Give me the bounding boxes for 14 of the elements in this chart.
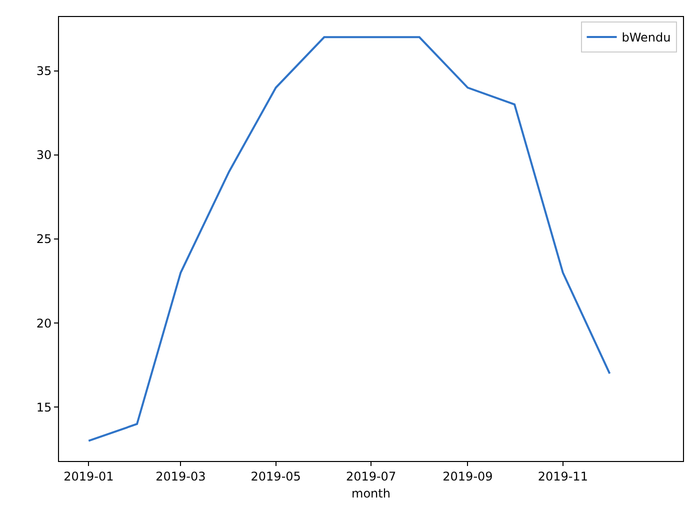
line-series: [88, 36, 611, 442]
x-axis-title: month: [352, 486, 390, 500]
legend-label: bWendu: [622, 30, 671, 45]
y-tick-label: 35: [36, 64, 52, 78]
x-tick-label: 2019-05: [250, 469, 301, 484]
x-tick-label: 2019-01: [64, 469, 114, 484]
y-tick-label: 25: [36, 232, 52, 246]
x-tick-label: 2019-09: [442, 469, 493, 484]
x-tick-label: 2019-07: [346, 469, 396, 484]
x-tick-label: 2019-11: [538, 469, 588, 484]
x-tick-label: 2019-03: [156, 469, 206, 484]
y-tick-label: 20: [36, 316, 52, 330]
y-tick-label: 30: [36, 148, 52, 162]
y-tick-label: 15: [36, 400, 52, 414]
